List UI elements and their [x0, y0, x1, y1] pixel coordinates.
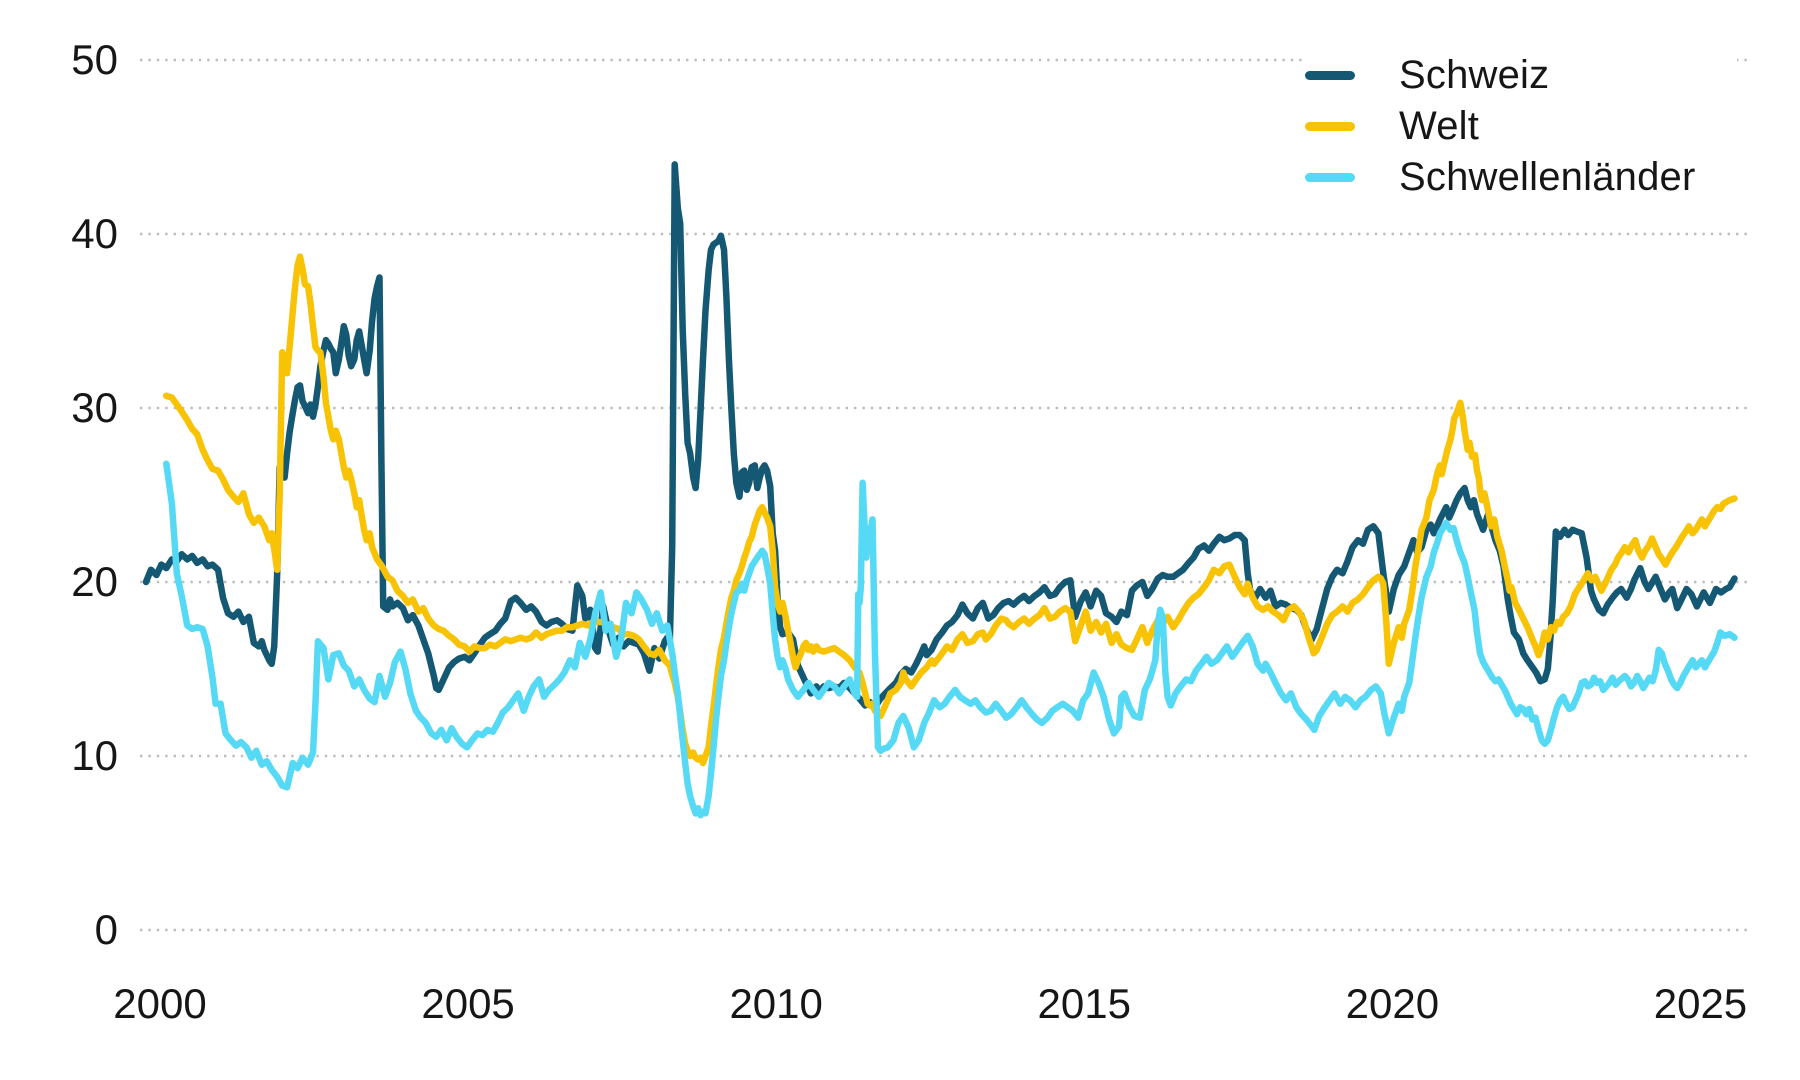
x-tick-label: 2000 — [113, 980, 206, 1027]
x-tick-label: 2025 — [1654, 980, 1747, 1027]
y-tick-label: 30 — [71, 384, 118, 431]
legend-label-schwellenlaender: Schwellenländer — [1399, 155, 1696, 199]
legend-item-schwellenlaender: Schwellenländer — [1305, 152, 1737, 203]
legend-item-welt: Welt — [1305, 101, 1737, 152]
y-tick-label: 0 — [95, 906, 118, 953]
schweiz-line — [142, 161, 1738, 711]
x-tick-label: 2005 — [421, 980, 514, 1027]
y-tick-label: 20 — [71, 558, 118, 605]
x-tick-label: 2010 — [729, 980, 822, 1027]
legend-label-schweiz: Schweiz — [1399, 53, 1550, 97]
x-tick-label: 2020 — [1346, 980, 1439, 1027]
legend: Schweiz Welt Schwellenländer — [1305, 50, 1737, 203]
schweiz-line-swatch — [1305, 71, 1355, 80]
welt-line — [163, 253, 1738, 767]
welt-line-swatch — [1305, 122, 1355, 131]
y-tick-label: 50 — [71, 36, 118, 83]
x-tick-label: 2015 — [1038, 980, 1131, 1027]
legend-label-welt: Welt — [1399, 104, 1480, 148]
schwellenlnder-line — [163, 460, 1738, 819]
y-tick-label: 40 — [71, 210, 118, 257]
schwellenlaender-line-swatch — [1305, 173, 1355, 182]
y-tick-label: 10 — [71, 732, 118, 779]
legend-item-schweiz: Schweiz — [1305, 50, 1737, 101]
